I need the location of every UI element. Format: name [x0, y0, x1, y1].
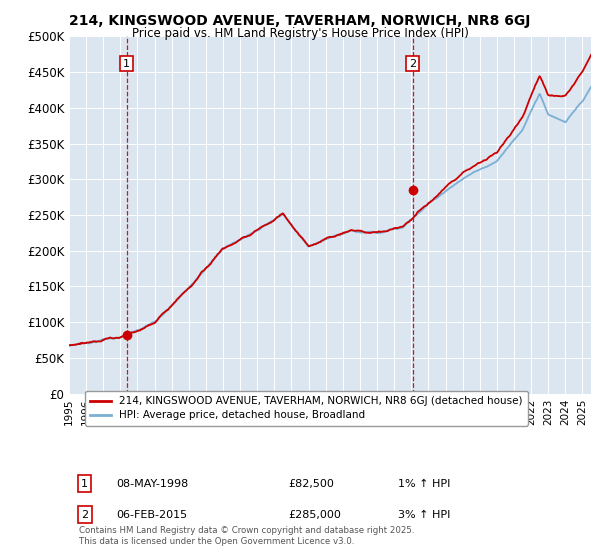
Text: £285,000: £285,000 — [288, 510, 341, 520]
Text: 08-MAY-1998: 08-MAY-1998 — [116, 479, 188, 488]
Text: 214, KINGSWOOD AVENUE, TAVERHAM, NORWICH, NR8 6GJ: 214, KINGSWOOD AVENUE, TAVERHAM, NORWICH… — [70, 14, 530, 28]
Text: 2: 2 — [81, 510, 88, 520]
Text: 1: 1 — [123, 59, 130, 68]
Text: Price paid vs. HM Land Registry's House Price Index (HPI): Price paid vs. HM Land Registry's House … — [131, 27, 469, 40]
Text: £82,500: £82,500 — [288, 479, 334, 488]
Legend: 214, KINGSWOOD AVENUE, TAVERHAM, NORWICH, NR8 6GJ (detached house), HPI: Average: 214, KINGSWOOD AVENUE, TAVERHAM, NORWICH… — [85, 391, 528, 426]
Text: 1% ↑ HPI: 1% ↑ HPI — [398, 479, 450, 488]
Text: Contains HM Land Registry data © Crown copyright and database right 2025.
This d: Contains HM Land Registry data © Crown c… — [79, 526, 415, 545]
Text: 3% ↑ HPI: 3% ↑ HPI — [398, 510, 450, 520]
Text: 06-FEB-2015: 06-FEB-2015 — [116, 510, 187, 520]
Text: 2: 2 — [409, 59, 416, 68]
Text: 1: 1 — [81, 479, 88, 488]
